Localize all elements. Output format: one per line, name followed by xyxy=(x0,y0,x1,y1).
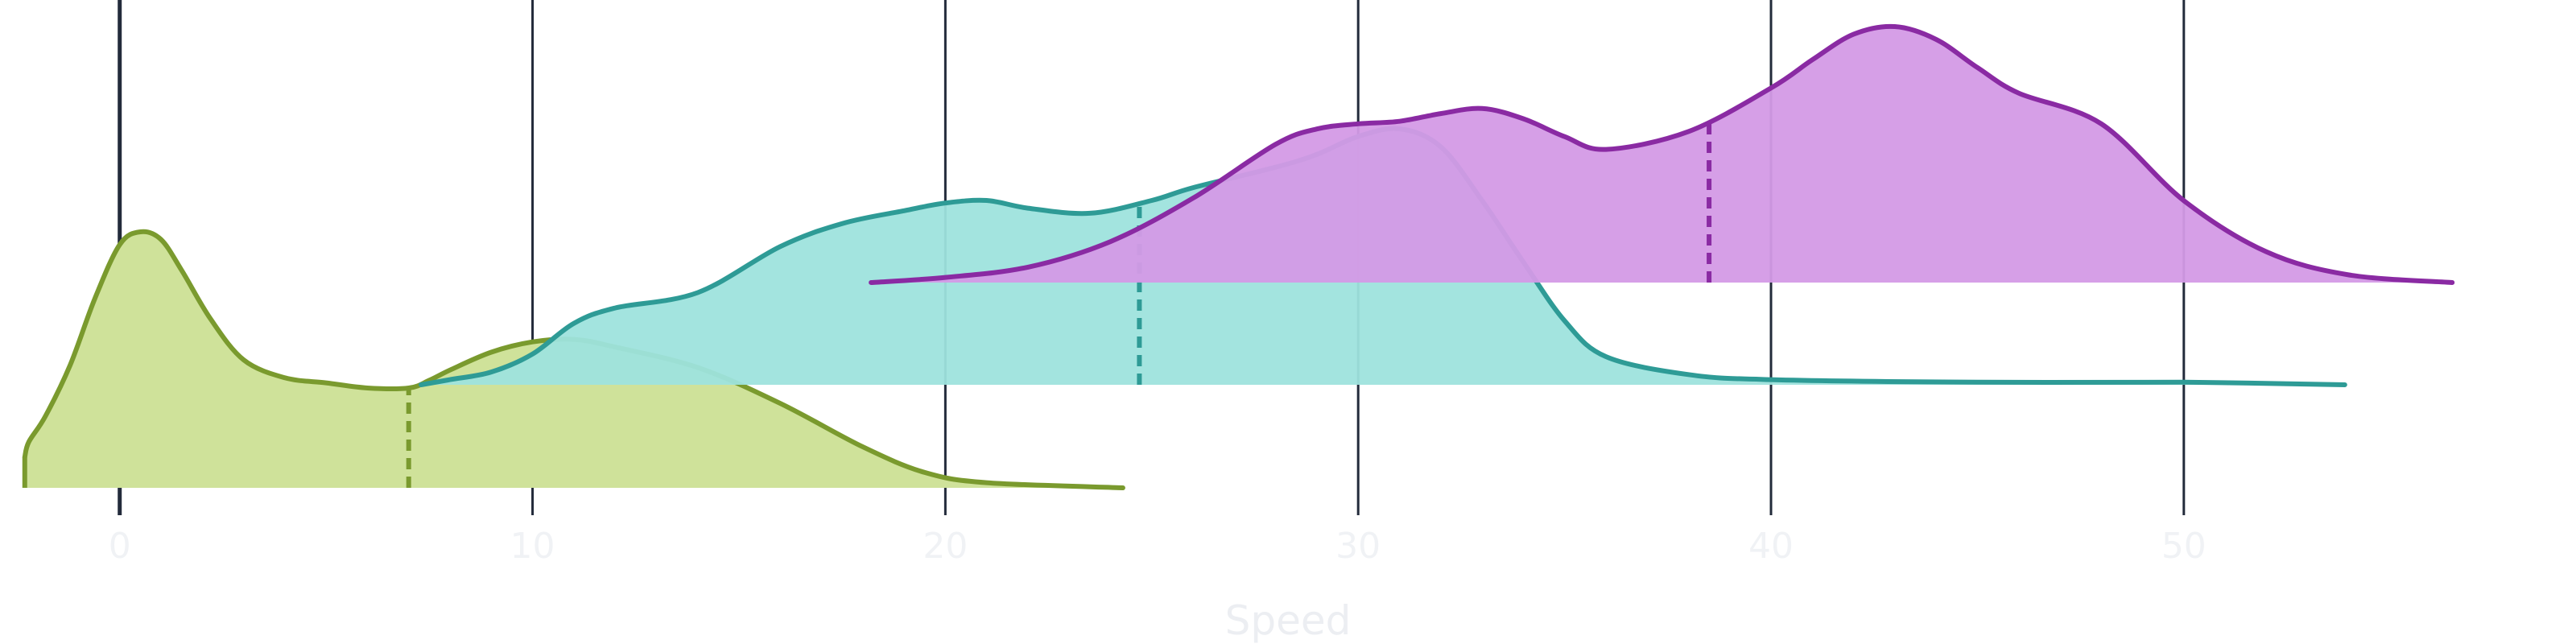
density-ridges xyxy=(22,23,2455,490)
x-tick-label-20: 20 xyxy=(923,526,968,567)
x-tick-label-40: 40 xyxy=(1748,526,1794,567)
x-tick-label-10: 10 xyxy=(510,526,555,567)
x-tick-label-0: 0 xyxy=(109,526,131,567)
x-tick-labels: 0 10 20 30 40 50 xyxy=(109,526,2207,567)
ridge-fill-2 xyxy=(871,26,2453,283)
x-tick-label-30: 30 xyxy=(1335,526,1381,567)
ridge-outline-0 xyxy=(22,229,1125,490)
ridge-2 xyxy=(869,23,2455,285)
x-axis-title: Speed xyxy=(1225,597,1352,644)
ridge-outline-2 xyxy=(869,23,2455,285)
x-tick-label-50: 50 xyxy=(2161,526,2207,567)
